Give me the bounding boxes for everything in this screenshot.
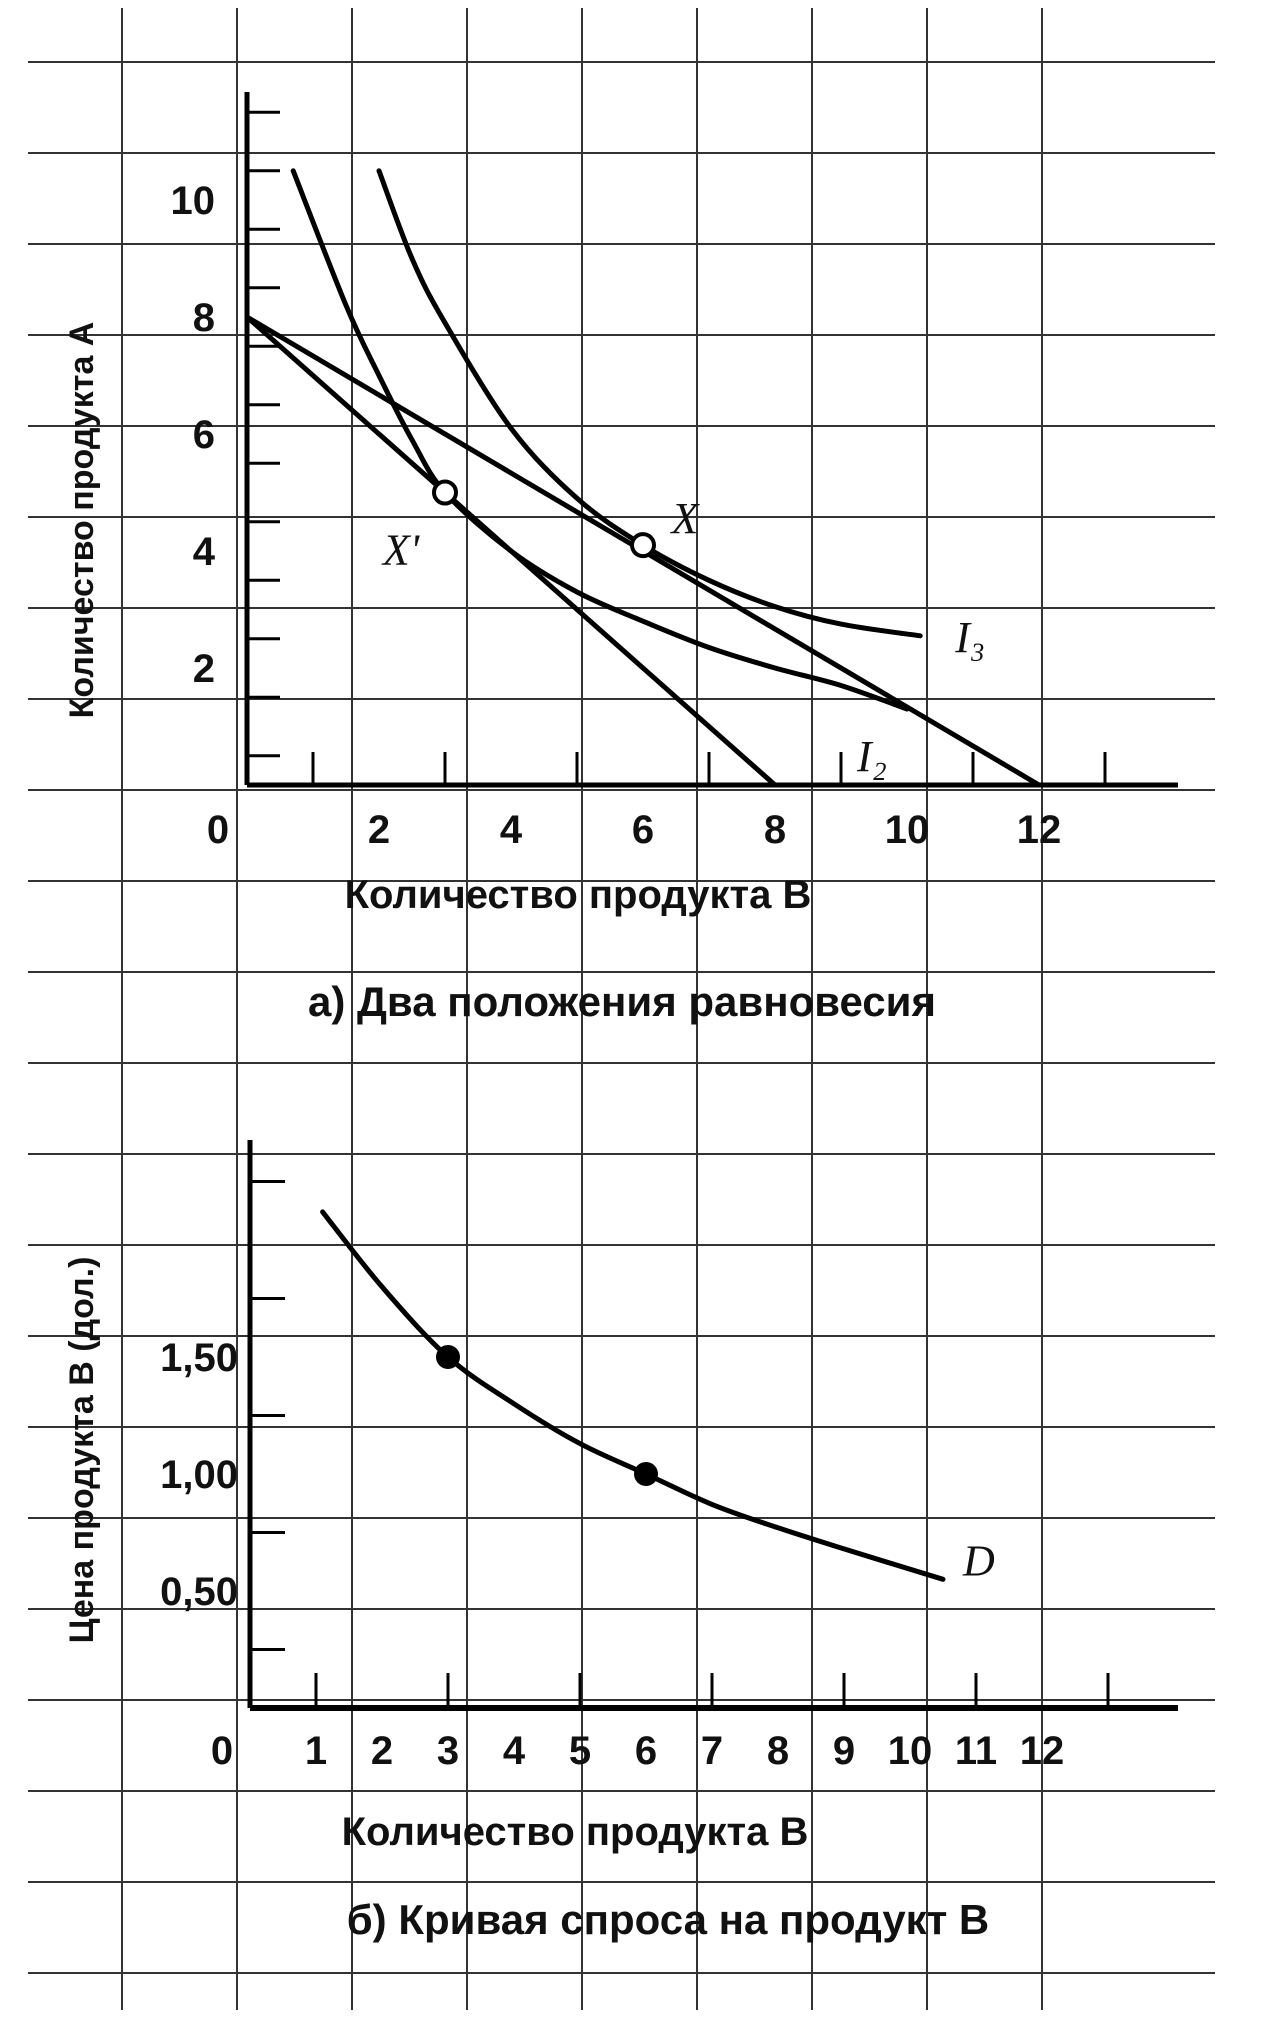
- panel-b-x-tick-label: 11: [955, 1729, 997, 1773]
- panel-b-x-tick-label: 7: [701, 1729, 723, 1773]
- panel-b-caption: б) Кривая спроса на продукт В: [347, 1896, 990, 1943]
- panel-a-y-tick-label: 10: [171, 179, 216, 223]
- panel-a-caption: а) Два положения равновесия: [308, 978, 936, 1025]
- background-grid: [28, 8, 1215, 2010]
- panel-a-x-axis-title: Количество продукта В: [345, 873, 812, 917]
- panel-b-x-tick-label: 6: [635, 1729, 657, 1773]
- panel-a-x-tick-label: 12: [1017, 808, 1062, 852]
- equilibrium-point-label: X: [670, 494, 701, 543]
- panel-a-chart: 0 2 4 6 8 10 12 2 4 6 8 10 I₂ I₃ X' X Количество продук…: [63, 92, 1178, 1025]
- panel-a-x-tick-label: 10: [885, 808, 930, 852]
- panel-a-x-tick-label: 6: [632, 808, 654, 852]
- panel-b-y-tick-label: 1,50: [160, 1336, 238, 1380]
- panel-a-y-tick-label: 2: [193, 647, 215, 691]
- panel-b-x-tick-label: 2: [371, 1729, 393, 1773]
- panel-b-chart: 0 1 2 3 4 5 6 7 8 9 10 11 120,501,001,50D Количество…: [63, 1140, 1178, 1943]
- panel-a-y-tick-label: 4: [193, 530, 216, 574]
- panel-b-x-tick-label: 3: [437, 1729, 459, 1773]
- panel-b-x-tick-label: 9: [833, 1729, 855, 1773]
- panel-a-x-tick-label: 8: [764, 808, 786, 852]
- panel-b-x-tick-label: 1: [305, 1729, 327, 1773]
- equilibrium-point-label: X': [381, 526, 421, 575]
- demand-curve: [320, 1209, 946, 1582]
- panel-a-y-axis-title: Количество продукта А: [63, 322, 101, 719]
- panel-b-x-tick-label: 12: [1020, 1729, 1065, 1773]
- equilibrium-point: [630, 532, 656, 559]
- panel-a-x-tick-label: 2: [368, 808, 390, 852]
- equilibrium-point: [432, 479, 458, 506]
- panel-b-x-axis-title: Количество продукта В: [342, 1810, 809, 1854]
- panel-b-x-tick-label: 8: [767, 1729, 789, 1773]
- panel-b-x-tick-label: 5: [569, 1729, 591, 1773]
- panel-a-x-tick-label: 0: [207, 808, 229, 852]
- panel-b-x-tick-label: 4: [503, 1729, 526, 1773]
- panel-a-y-tick-label: 8: [193, 296, 215, 340]
- demand-point: [634, 1462, 658, 1486]
- panel-a-x-tick-label: 4: [500, 808, 523, 852]
- panel-a-y-tick-label: 6: [193, 413, 215, 457]
- panel-b-x-tick-label: 10: [888, 1729, 933, 1773]
- panel-b-y-axis-title: Цена продукта В (дол.): [63, 1257, 101, 1644]
- panel-b-y-tick-label: 1,00: [160, 1453, 238, 1497]
- indifference-curve: [376, 168, 923, 639]
- demand-point: [436, 1345, 460, 1369]
- indifference-curve-label: I₂: [856, 732, 887, 781]
- panel-b-y-tick-label: 0,50: [160, 1570, 238, 1614]
- indifference-curve: [290, 168, 910, 712]
- panel-b-x-tick-label: 0: [211, 1729, 233, 1773]
- demand-curve-label: D: [962, 1536, 995, 1585]
- indifference-curve-label: I₃: [954, 613, 985, 662]
